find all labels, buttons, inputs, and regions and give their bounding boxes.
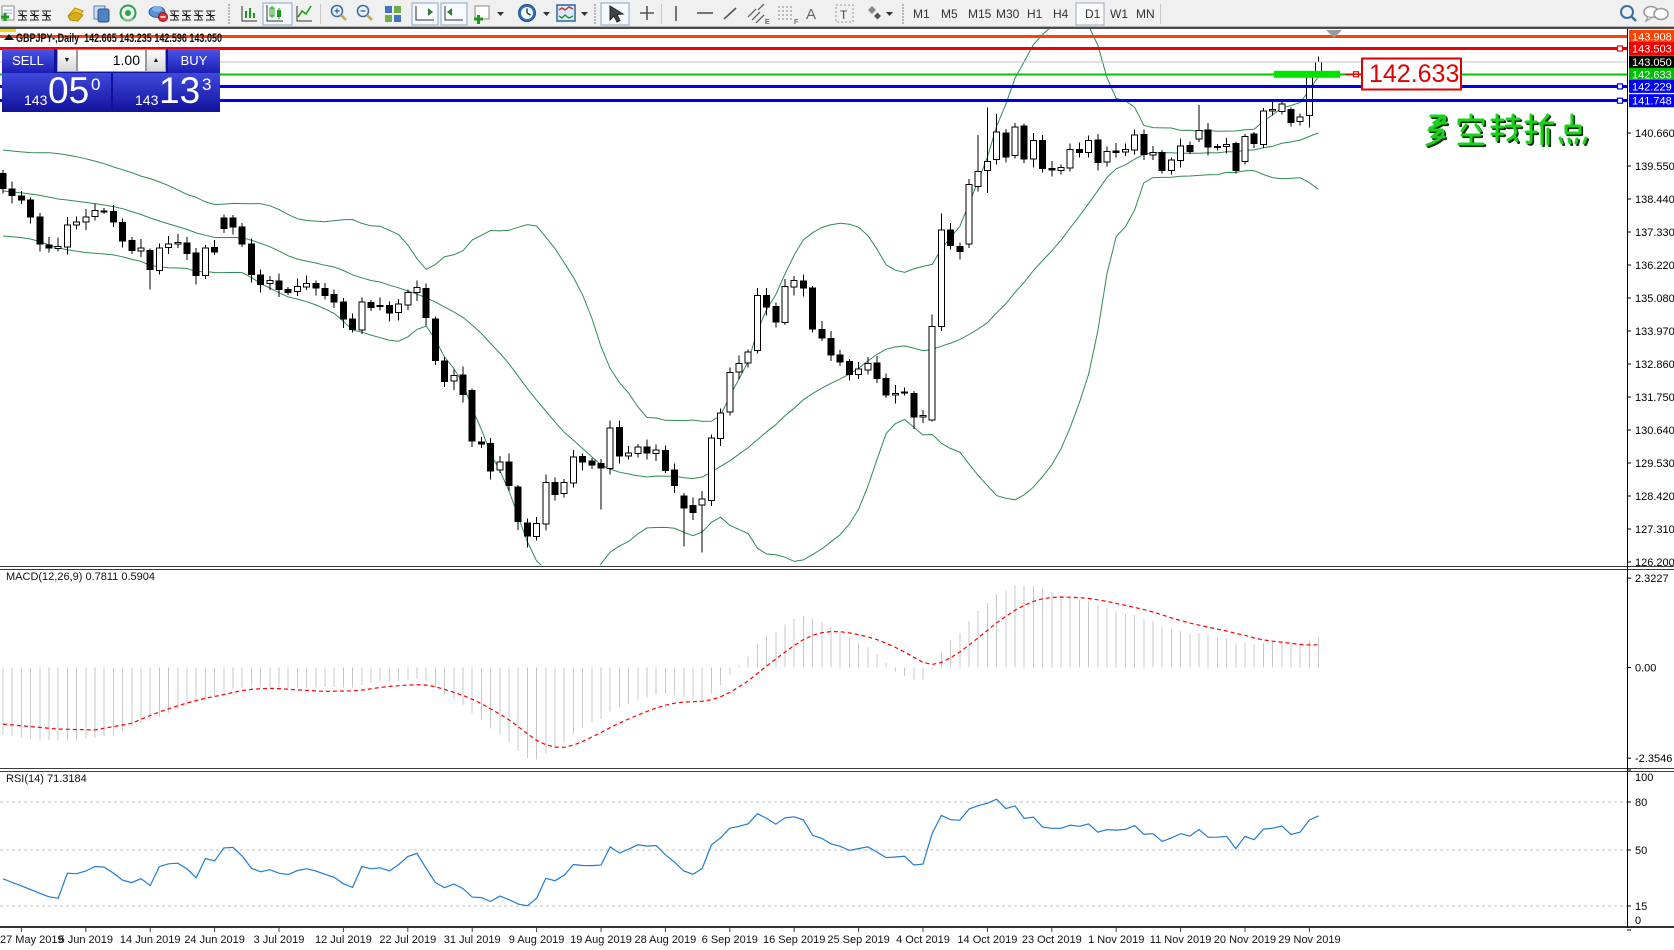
svg-text:9 Aug 2019: 9 Aug 2019	[509, 934, 565, 946]
svg-text:142.633: 142.633	[1632, 69, 1672, 81]
svg-text:142.633: 142.633	[1369, 60, 1459, 88]
svg-text:143.908: 143.908	[1632, 31, 1672, 43]
svg-text:23 Oct 2019: 23 Oct 2019	[1022, 934, 1082, 946]
svg-text:136.220: 136.220	[1635, 260, 1674, 272]
svg-text:126.200: 126.200	[1635, 557, 1674, 569]
svg-text:RSI(14) 71.3184: RSI(14) 71.3184	[6, 773, 87, 785]
svg-text:2.3227: 2.3227	[1635, 573, 1669, 585]
svg-text:24 Jun 2019: 24 Jun 2019	[184, 934, 245, 946]
svg-text:141.748: 141.748	[1632, 96, 1672, 108]
svg-text:F: F	[794, 19, 798, 26]
svg-text:MN: MN	[1136, 7, 1155, 21]
svg-text:137.330: 137.330	[1635, 227, 1674, 239]
svg-text:80: 80	[1635, 797, 1647, 809]
svg-text:4 Oct 2019: 4 Oct 2019	[896, 934, 950, 946]
svg-text:50: 50	[1635, 845, 1647, 857]
svg-text:M1: M1	[913, 7, 930, 21]
svg-text:5 Jun 2019: 5 Jun 2019	[59, 934, 113, 946]
svg-text:130.640: 130.640	[1635, 425, 1674, 437]
svg-text:1 Nov 2019: 1 Nov 2019	[1088, 934, 1144, 946]
svg-text:20 Nov 2019: 20 Nov 2019	[1214, 934, 1276, 946]
svg-text:139.550: 139.550	[1635, 161, 1674, 173]
svg-text:127.310: 127.310	[1635, 524, 1674, 536]
svg-text:MACD(12,26,9) 0.7811 0.5904: MACD(12,26,9) 0.7811 0.5904	[6, 571, 155, 583]
svg-text:138.440: 138.440	[1635, 194, 1674, 206]
svg-text:16 Sep 2019: 16 Sep 2019	[763, 934, 825, 946]
svg-text:M30: M30	[996, 7, 1020, 21]
svg-text:28 Aug 2019: 28 Aug 2019	[635, 934, 697, 946]
svg-text:E: E	[765, 19, 770, 26]
svg-text:6 Sep 2019: 6 Sep 2019	[702, 934, 758, 946]
svg-text:A: A	[806, 6, 816, 23]
svg-text:133.970: 133.970	[1635, 326, 1674, 338]
svg-text:W1: W1	[1110, 7, 1128, 21]
svg-text:29 Nov 2019: 29 Nov 2019	[1278, 934, 1340, 946]
svg-text:142.229: 142.229	[1632, 81, 1672, 93]
svg-text:132.860: 132.860	[1635, 359, 1674, 371]
svg-text:T: T	[840, 8, 848, 22]
svg-text:14 Oct 2019: 14 Oct 2019	[957, 934, 1017, 946]
svg-text:-2.3546: -2.3546	[1635, 753, 1672, 765]
svg-text:GBPJPY-,Daily 142.665 143.235: GBPJPY-,Daily 142.665 143.235 142.596 14…	[16, 33, 222, 45]
svg-text:22 Jul 2019: 22 Jul 2019	[379, 934, 436, 946]
svg-text:14 Jun 2019: 14 Jun 2019	[120, 934, 181, 946]
svg-text:M5: M5	[941, 7, 958, 21]
svg-text:143.050: 143.050	[1632, 57, 1672, 69]
svg-text:143.503: 143.503	[1632, 44, 1672, 56]
svg-text:H1: H1	[1027, 7, 1043, 21]
svg-text:135.080: 135.080	[1635, 293, 1674, 305]
svg-text:3 Jul 2019: 3 Jul 2019	[254, 934, 305, 946]
svg-text:12 Jul 2019: 12 Jul 2019	[315, 934, 372, 946]
svg-text:128.420: 128.420	[1635, 491, 1674, 503]
svg-text:D1: D1	[1085, 7, 1101, 21]
svg-text:131.750: 131.750	[1635, 392, 1674, 404]
svg-text:25 Sep 2019: 25 Sep 2019	[827, 934, 889, 946]
svg-text:140.660: 140.660	[1635, 128, 1674, 140]
svg-text:31 Jul 2019: 31 Jul 2019	[444, 934, 501, 946]
svg-text:129.530: 129.530	[1635, 458, 1674, 470]
svg-text:27 May 2019: 27 May 2019	[0, 934, 64, 946]
svg-text:19 Aug 2019: 19 Aug 2019	[570, 934, 632, 946]
svg-text:0.00: 0.00	[1635, 663, 1656, 675]
svg-text:15: 15	[1635, 901, 1647, 913]
svg-text:H4: H4	[1053, 7, 1069, 21]
svg-text:100: 100	[1635, 772, 1653, 784]
svg-text:M15: M15	[968, 7, 992, 21]
svg-text:0: 0	[1635, 915, 1641, 927]
svg-text:11 Nov 2019: 11 Nov 2019	[1150, 934, 1212, 946]
